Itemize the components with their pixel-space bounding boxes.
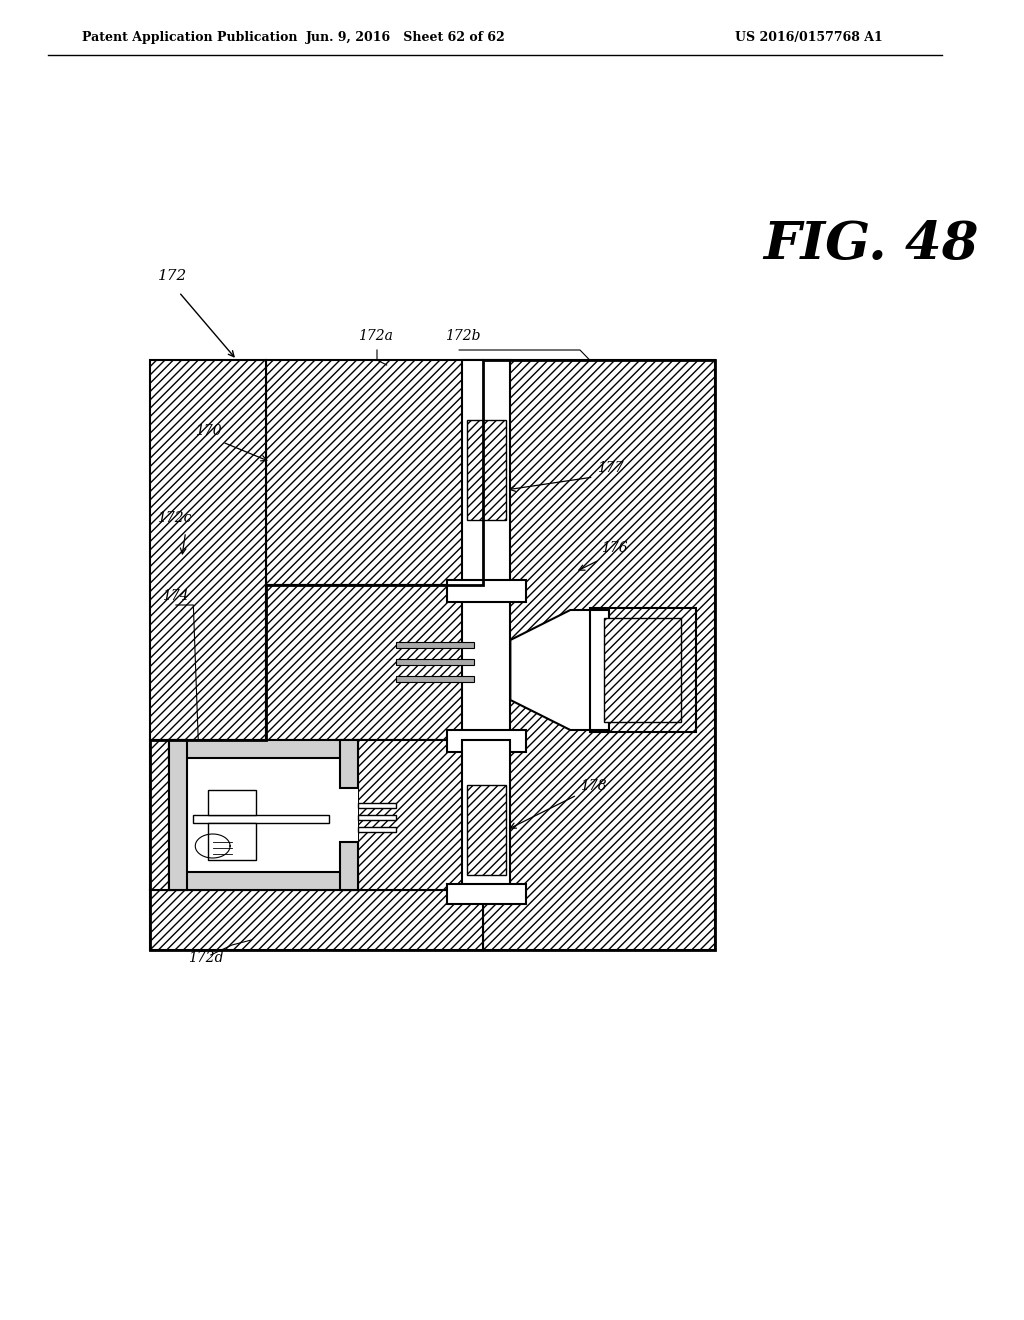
Bar — [462, 585, 510, 741]
Bar — [357, 741, 483, 890]
Text: 177: 177 — [597, 461, 624, 475]
Bar — [340, 842, 357, 890]
Bar — [462, 360, 510, 585]
Bar — [169, 873, 357, 890]
Text: 176: 176 — [601, 541, 628, 554]
Bar — [266, 585, 483, 741]
Bar — [150, 360, 266, 741]
Bar — [446, 884, 526, 904]
Text: 170a: 170a — [613, 653, 648, 668]
Text: Jun. 9, 2016   Sheet 62 of 62: Jun. 9, 2016 Sheet 62 of 62 — [306, 30, 506, 44]
Bar — [169, 741, 186, 890]
Bar — [446, 579, 526, 602]
Text: US 2016/0157768 A1: US 2016/0157768 A1 — [734, 30, 883, 44]
Bar — [446, 730, 526, 752]
Bar — [396, 642, 474, 648]
Polygon shape — [510, 610, 609, 730]
Bar — [467, 420, 506, 520]
Bar — [590, 609, 696, 733]
Text: 172a: 172a — [357, 329, 392, 343]
Bar — [266, 360, 483, 585]
Bar — [357, 814, 396, 820]
Bar — [396, 659, 474, 665]
Text: 172d: 172d — [188, 950, 224, 965]
Text: 172b: 172b — [444, 329, 480, 343]
Bar — [396, 676, 474, 682]
Bar — [194, 814, 329, 822]
Text: 172c: 172c — [157, 511, 190, 525]
Text: FIG. 48: FIG. 48 — [764, 219, 979, 271]
Bar — [150, 741, 169, 890]
Bar — [169, 741, 357, 758]
Bar — [604, 618, 682, 722]
Text: 174: 174 — [163, 589, 189, 603]
Bar — [483, 360, 716, 950]
Bar — [467, 785, 506, 875]
Text: 178: 178 — [580, 779, 606, 793]
Text: 170: 170 — [196, 424, 222, 438]
Bar — [357, 828, 396, 832]
Text: Patent Application Publication: Patent Application Publication — [82, 30, 298, 44]
Bar — [150, 890, 483, 950]
Text: 172: 172 — [158, 269, 186, 282]
Bar — [462, 741, 510, 890]
Bar — [357, 803, 396, 808]
Bar — [169, 741, 357, 890]
Bar — [208, 822, 256, 861]
Bar — [340, 741, 357, 788]
Bar — [208, 789, 256, 814]
